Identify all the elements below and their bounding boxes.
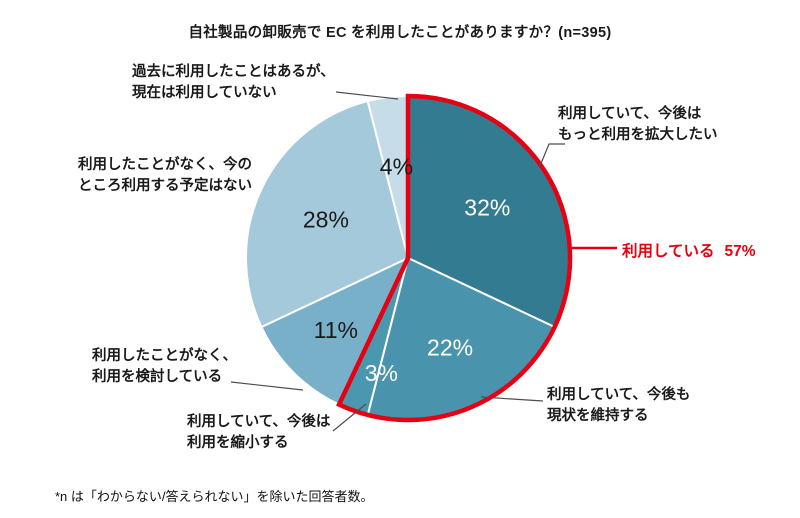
label-maintain: 利用していて、今後も 現状を維持する — [547, 387, 691, 424]
pie-slice-3 — [260, 257, 409, 406]
slice-value-label-4: 28% — [303, 206, 349, 232]
pie-slice-4 — [245, 100, 409, 328]
leader-line-expand — [539, 143, 565, 167]
slice-value-label-5: 4% — [380, 153, 413, 179]
label-past-use: 過去に利用したことはあるが、 現在は利用していない — [132, 64, 335, 101]
leader-line-reduce — [332, 403, 367, 432]
chart-title: 自社製品の卸販売で EC を利用したことがありますか？(n=395) — [188, 25, 612, 41]
pie-slices — [245, 95, 571, 421]
leader-line-considering — [230, 381, 304, 391]
leader-line-past-use — [335, 91, 399, 100]
label-reduce: 利用していて、今後は 利用を縮小する — [187, 414, 331, 451]
footnote: *n は「わからない/答えられない」を除いた回答者数。 — [55, 489, 374, 504]
leader-lines — [230, 91, 617, 432]
leader-line-maintain — [480, 396, 544, 402]
slice-value-label-2: 3% — [365, 360, 398, 386]
group-annotation-using: 利用している 57% — [622, 243, 756, 260]
label-no-plan: 利用したことがなく、今の ところ利用する予定はない — [78, 157, 252, 194]
using-group-border — [336, 93, 573, 423]
slice-value-label-1: 22% — [427, 334, 473, 360]
label-considering: 利用したことがなく、 利用を検討している — [92, 348, 237, 385]
slice-value-label-3: 11% — [314, 317, 358, 343]
group-highlight-border — [336, 93, 573, 423]
slice-value-labels: 32% 22% 3% 11% 28% 4% — [303, 153, 510, 386]
label-expand: 利用していて、今後は もっと利用を拡大したい — [558, 106, 718, 143]
slice-value-label-0: 32% — [464, 195, 510, 221]
